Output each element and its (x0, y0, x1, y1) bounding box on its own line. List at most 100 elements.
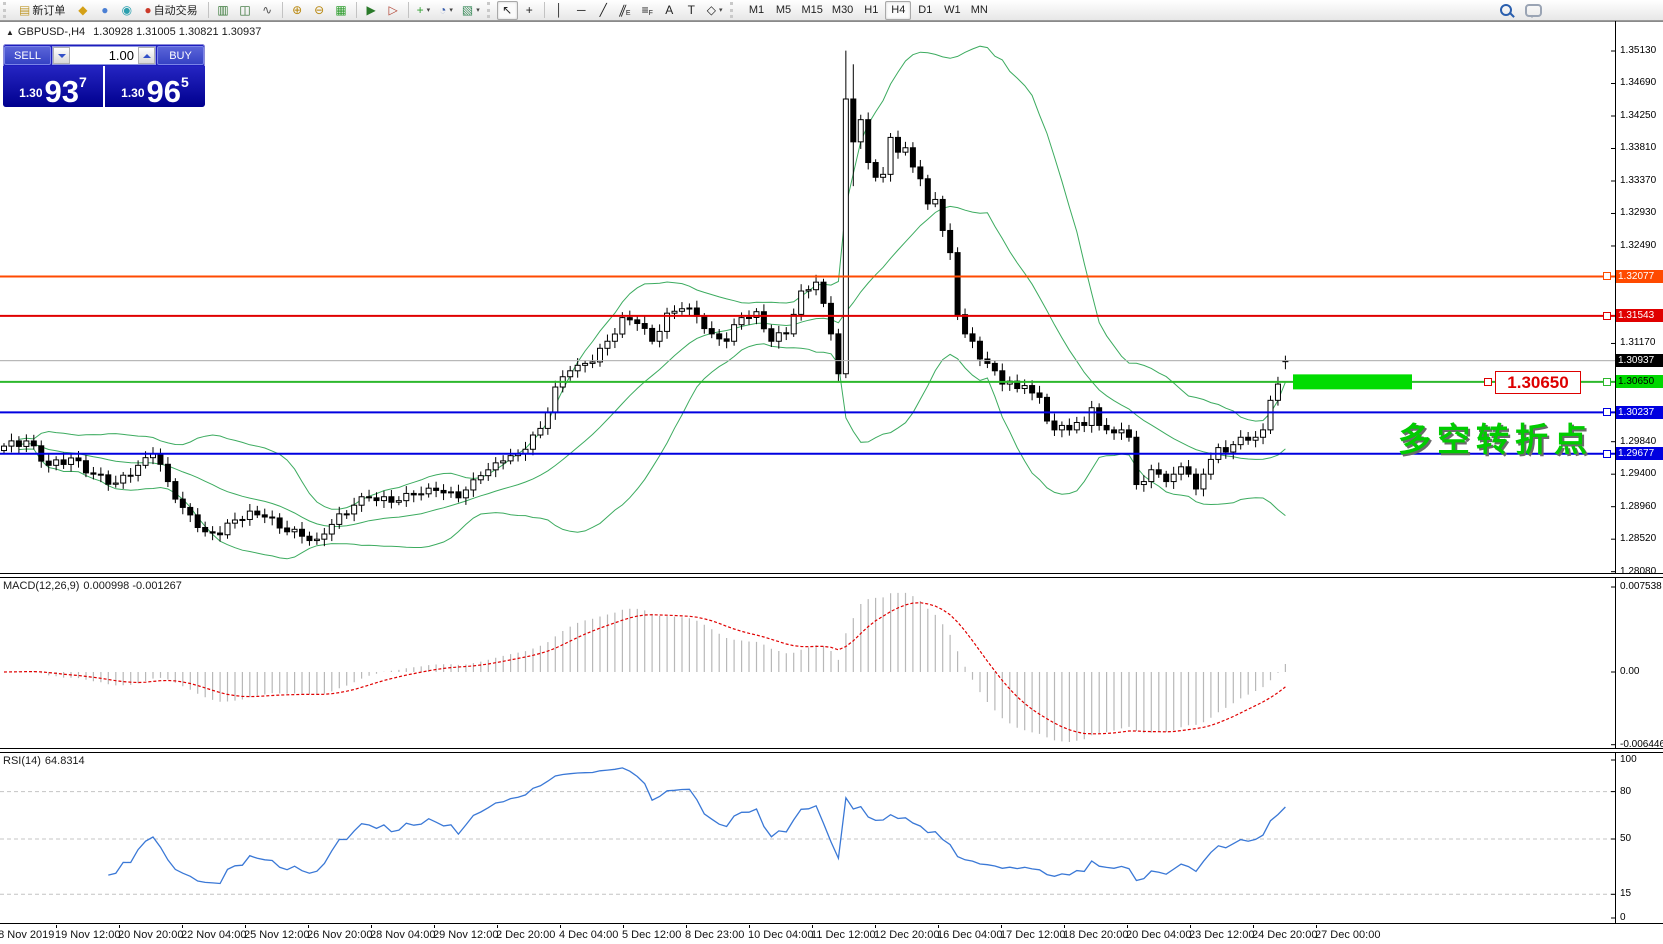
key-level-price-label[interactable]: 1.30650 (1616, 375, 1663, 389)
candlestick-chart-button[interactable]: ◫ (235, 1, 256, 20)
fibonacci-button[interactable]: ≡ F (637, 1, 658, 20)
turning-point-annotation[interactable]: 多空转折点 (1398, 421, 1593, 458)
price-callout-handle[interactable] (1484, 377, 1492, 386)
mql-editor-button[interactable]: ◆ (72, 1, 93, 20)
autotrading-icon: ● (144, 3, 152, 17)
horizontal-line-button[interactable]: ─ (571, 1, 592, 20)
volume-input[interactable] (70, 47, 138, 64)
time-tick (1316, 925, 1317, 928)
signals-button[interactable]: ◉ (116, 1, 137, 20)
trendline-button[interactable]: ╱ (593, 1, 614, 20)
time-label: 25 Nov 12:00 (244, 929, 310, 941)
dropdown-arrow-icon: ▾ (449, 7, 453, 14)
timeframe-m30-button[interactable]: M30 (828, 1, 857, 20)
trade-panel-top-row: SELL BUY (3, 44, 205, 66)
chart-shift-button[interactable]: ▷ (383, 1, 404, 20)
zoom-out-button[interactable]: ⊖ (309, 1, 330, 20)
time-label: 2 Dec 20:00 (496, 929, 556, 941)
price-chart-pane: ▲ GBPUSD-,H4 1.30928 1.31005 1.30821 1.309… (0, 21, 1663, 577)
time-tick (812, 925, 813, 928)
chart-layers (0, 45, 1615, 560)
new-order-button[interactable]: ▤ 新订单 (13, 1, 71, 20)
indicators-button[interactable]: + ▾ (413, 1, 435, 20)
time-tick (686, 925, 687, 928)
bar-chart-button[interactable]: ▥ (213, 1, 234, 20)
time-label: 29 Nov 12:00 (433, 929, 499, 941)
chat-icon (1525, 3, 1542, 18)
tile-windows-icon: ▦ (335, 3, 347, 17)
tile-windows-button[interactable]: ▦ (331, 1, 352, 20)
time-label: 26 Nov 20:00 (307, 929, 373, 941)
buy-button[interactable]: BUY (157, 46, 204, 65)
mql-editor-icon: ◆ (78, 3, 88, 17)
time-tick (560, 925, 561, 928)
timeframe-h1-button[interactable]: H1 (858, 1, 884, 20)
resistance-lower-price-label[interactable]: 1.31543 (1616, 309, 1663, 323)
time-tick (1127, 925, 1128, 928)
support-upper-price-label[interactable]: 1.30237 (1616, 405, 1663, 419)
arrows-button[interactable]: ◇ ▾ (703, 1, 727, 20)
support-lower-price-label[interactable]: 1.29677 (1616, 447, 1663, 461)
sell-button[interactable]: SELL (4, 46, 51, 65)
support-upper-handle[interactable] (1603, 408, 1611, 417)
resistance-upper-price-label[interactable]: 1.32077 (1616, 269, 1663, 283)
market-button[interactable]: ● (94, 1, 115, 20)
price-tick: 1.28960 (1620, 500, 1657, 512)
buy-price[interactable]: 1.30 96 5 (105, 66, 205, 107)
timeframe-h4-button[interactable]: H4 (885, 0, 912, 20)
timeframe-mn-button[interactable]: MN (966, 1, 992, 20)
line-chart-button[interactable]: ∿ (257, 1, 278, 20)
vertical-line-button[interactable]: │ (549, 1, 570, 20)
time-tick (1001, 925, 1002, 928)
resistance-lower-handle[interactable] (1603, 311, 1611, 320)
price-callout-box[interactable]: 1.30650 (1495, 371, 1581, 394)
zoom-out-icon: ⊖ (314, 3, 325, 17)
timeframe-m1-button[interactable]: M1 (744, 1, 770, 20)
text-label-icon: T (687, 3, 695, 17)
timeframe-m15-button[interactable]: M15 (798, 1, 827, 20)
sell-price[interactable]: 1.30 93 7 (3, 66, 103, 107)
macd-axis-value: -0.006446 (1620, 738, 1663, 750)
rsi-canvas[interactable] (0, 752, 1663, 924)
chat-button[interactable] (1521, 1, 1546, 20)
timeframe-m5-button[interactable]: M5 (771, 1, 797, 20)
vertical-line-icon: │ (555, 3, 564, 17)
current-price-price-label[interactable]: 1.30937 (1616, 354, 1663, 368)
timeframe-d1-button[interactable]: D1 (912, 1, 938, 20)
rsi-value: 64.8314 (44, 755, 85, 767)
candles-layer (1, 50, 1289, 547)
new-order-icon: ▤ (19, 3, 31, 17)
autotrading-button[interactable]: ● 自动交易 (138, 1, 203, 20)
crosshair-button[interactable]: + (519, 1, 540, 20)
price-chart-canvas[interactable] (0, 21, 1663, 574)
time-label: 8 Dec 23:00 (685, 929, 745, 941)
new-order-label: 新订单 (32, 5, 66, 17)
auto-scroll-button[interactable]: ▶ (361, 1, 382, 20)
text-label-button[interactable]: T (681, 1, 702, 20)
crosshair-icon: + (525, 3, 533, 17)
level-lines (0, 275, 1615, 455)
price-tick: 1.32490 (1620, 239, 1657, 251)
text-button[interactable]: A (659, 1, 680, 20)
support-lower-handle[interactable] (1603, 449, 1611, 458)
periods-button[interactable]: ◔ ▾ (435, 1, 457, 20)
key-level-handle[interactable] (1603, 377, 1611, 386)
macd-canvas[interactable] (0, 577, 1663, 749)
timeframe-w1-button[interactable]: W1 (939, 1, 965, 20)
volume-increase-button[interactable] (138, 47, 155, 64)
zoom-in-button[interactable]: ⊕ (287, 1, 308, 20)
text-icon: A (665, 3, 674, 17)
search-button[interactable] (1495, 1, 1516, 20)
time-tick (623, 925, 624, 928)
resistance-upper-handle[interactable] (1603, 272, 1611, 281)
collapse-triangle-icon[interactable]: ▲ (6, 28, 14, 37)
trendline-icon: ╱ (599, 3, 607, 17)
templates-button[interactable]: ▧ ▾ (458, 1, 484, 20)
macd-axis-value: 0.007538 (1620, 580, 1662, 592)
equidistant-channel-button[interactable]: ∥ E (615, 1, 636, 20)
cursor-button[interactable]: ↖ (496, 0, 518, 20)
volume-decrease-button[interactable] (53, 47, 70, 64)
signals-icon: ◉ (121, 3, 133, 17)
